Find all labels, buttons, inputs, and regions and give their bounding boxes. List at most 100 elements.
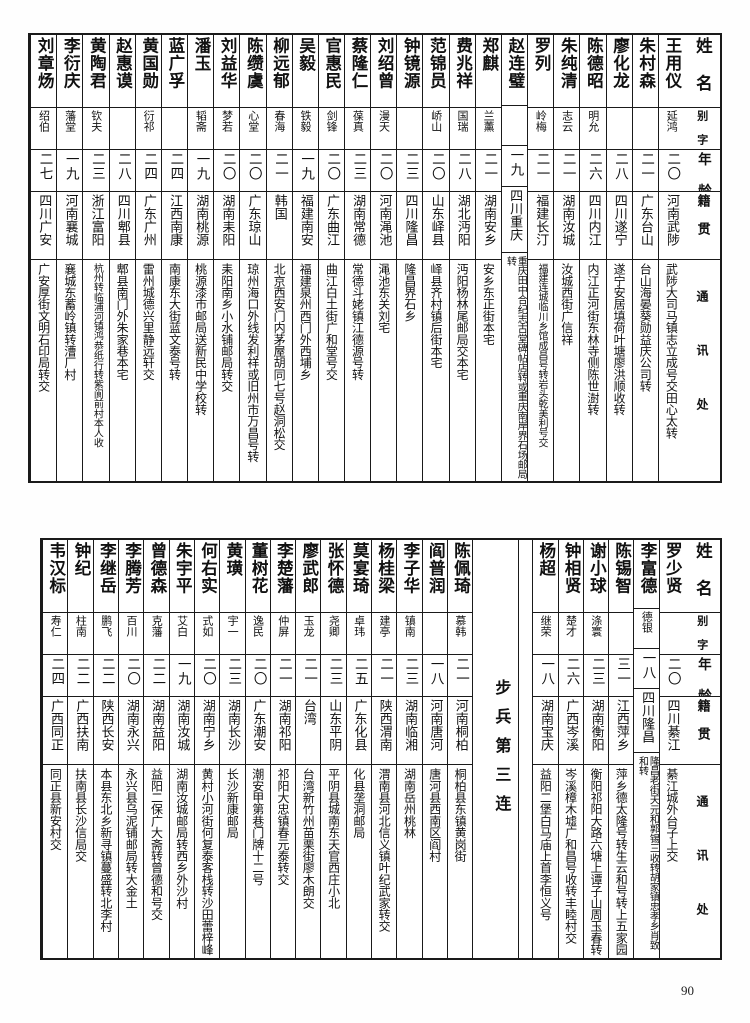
entry-name: 李富德 [634, 540, 658, 608]
entry-address: 化县垄洞邮局 [346, 764, 372, 958]
entry-native-place-text: 河南唐河 [427, 699, 443, 751]
entry-age: 二六 [558, 654, 583, 696]
entry-age-text: 一九 [174, 657, 191, 686]
entry-age-text: 一九 [193, 152, 210, 181]
roster-entry-column: 潘玉 韬斋 一九 湖南桃源 桃源漆市邮局送新民中学校转 [187, 35, 214, 481]
entry-age: 二〇 [240, 149, 266, 191]
entry-native-place-text: 陕西长安 [98, 699, 114, 751]
entry-alias-text: 兰薰 [482, 110, 496, 132]
entry-name: 吴毅 [293, 35, 318, 107]
entry-age-text: 二八 [455, 152, 472, 181]
entry-name-text: 赵连璧 [505, 37, 525, 90]
entry-native-place: 四川隆昌 [634, 687, 659, 752]
header-address-text: 通 讯 处 [695, 290, 709, 424]
entry-address-text: 北京西安门内茅屋胡同七号赵洞松交 [272, 263, 287, 451]
entry-age: 一八 [533, 654, 558, 696]
entry-name: 官惠民 [319, 35, 344, 107]
entry-age-text: 二四 [141, 152, 158, 181]
entry-native-place: 广西岑溪 [558, 696, 583, 764]
entry-address-text: 湖南汝城邮局转西乡外沙村 [174, 768, 189, 909]
entry-alias-text: 逸民 [251, 615, 265, 637]
entry-address: 沔阳杨林尾邮局交本宅 [449, 259, 475, 481]
entry-alias [501, 104, 528, 146]
entry-alias-text: 百川 [124, 615, 138, 637]
entry-age: 二一 [372, 654, 397, 696]
entry-address: 峄县齐村镇后街本宅 [423, 259, 449, 481]
entry-native-place: 四川綦江 [659, 696, 684, 764]
entry-name-text: 范锦员 [427, 37, 447, 90]
entry-age-text: 二三 [350, 152, 367, 181]
entry-name: 黄国勋 [136, 35, 161, 107]
roster-entry-column: 官惠民 剑锋 二〇 广东曲江 曲江白土街广和堂号交 [317, 35, 344, 481]
roster-entry-column: 韦汉标 寿仁 二四 广西同正 同正县新安村交 [42, 540, 68, 958]
entry-native-place-text: 四川隆昌 [639, 690, 655, 743]
entry-age: 二〇 [119, 654, 144, 696]
entry-native-place-text: 四川广安 [36, 194, 52, 246]
entry-alias: 铁毅 [292, 107, 318, 149]
entry-age: 二六 [580, 149, 606, 191]
entry-name-text: 王用仪 [662, 37, 682, 90]
entry-address: 耒阳南乡小水铺邮局转交 [214, 259, 240, 481]
entry-name-text: 钟相贤 [562, 542, 582, 595]
entry-alias-text: 宇一 [226, 615, 240, 637]
roster-entry-column: 朱宇平 艾白 一九 湖南汝城 湖南汝城邮局转西乡外沙村 [168, 540, 194, 958]
entry-alias: 明允 [580, 107, 606, 149]
entry-age: 二三 [397, 149, 423, 191]
entry-native-place-text: 台湾 [300, 699, 316, 725]
entry-age: 一九 [292, 149, 318, 191]
entry-name: 董树花 [246, 540, 270, 612]
entry-native-place-text: 广东广州 [140, 194, 156, 246]
header-native-place-text: 籍 贯 [694, 699, 710, 740]
entry-name-text: 朱村森 [636, 37, 656, 90]
entry-native-place-text: 湖南长沙 [225, 699, 241, 751]
entry-address: 长沙新康邮局 [220, 764, 245, 958]
entry-address-text: 襄城东蓄岭镇转漕厂村 [62, 263, 77, 381]
entry-address-text: 沔阳杨林尾邮局交本宅 [455, 263, 470, 381]
entry-alias: 春海 [266, 107, 292, 149]
entry-alias: 宇一 [220, 612, 245, 654]
entry-age-text: 二〇 [250, 657, 267, 686]
entry-name: 韦汉标 [43, 540, 67, 612]
entry-age-text: 二三 [402, 152, 419, 181]
entry-alias: 心堂 [240, 107, 266, 149]
entry-alias: 韬斋 [188, 107, 214, 149]
entry-native-place-text: 广东潮安 [250, 699, 266, 751]
entry-name: 刘绍曾 [371, 35, 396, 107]
entry-native-place: 江西南康 [161, 191, 188, 259]
entry-age-text: 二一 [275, 657, 292, 686]
group-gap-right [518, 540, 532, 958]
entry-native-place-text: 四川隆昌 [402, 194, 418, 246]
entry-address-text: 萍乡德太隆号转生云和号转上五家园 [614, 768, 629, 956]
entry-address: 黄村小河街何复泰客栈转沙田蕾梓峰 [194, 764, 220, 958]
entry-address: 岑溪樟木墟广和昌号收转丰睦村交 [558, 764, 583, 958]
entry-alias: 梦若 [214, 107, 240, 149]
entry-age-text: 二三 [326, 657, 343, 686]
entry-address-text: 綦江城外台子上交 [664, 768, 679, 862]
entry-name: 黄陶君 [83, 35, 108, 107]
entry-native-place: 湖南常德 [344, 191, 371, 259]
entry-address-text: 平阴县城南东天官西庄小北 [326, 768, 341, 909]
entry-age-text: 二一 [638, 152, 655, 181]
entry-native-place: 湖南临湘 [397, 696, 422, 764]
entry-native-place: 河南桐柏 [447, 696, 473, 764]
entry-name: 罗列 [528, 35, 553, 107]
entry-address-text: 郫县南门外朱家巷本宅 [115, 263, 130, 381]
entry-age-text: 二三 [88, 152, 105, 181]
entry-address: 北京西安门内茅屋胡同七号赵洞松交 [266, 259, 292, 481]
entry-name-text: 曾德森 [147, 542, 167, 595]
entry-native-place-text: 河南渑池 [376, 194, 392, 246]
entry-address-text: 武陟大司马镇志立成号交田心太转 [664, 263, 679, 439]
entry-address-text: 湖南岳州桃林 [402, 768, 417, 839]
entry-address: 遂宁安居填荷叶塘廖洪顺收转 [606, 259, 632, 481]
entry-name-text: 陈佩琦 [451, 542, 471, 595]
roster-table-bottom: 姓 名别 字年 龄籍 贯通 讯 处罗少贤 二〇 四川綦江 綦江城外台子上交 李富德 德银一… [40, 538, 722, 960]
entry-address-text: 台湾新竹州苗栗街廖木朗交 [301, 768, 316, 909]
entry-address-text: 潮安甲第巷门牌十二号 [250, 768, 265, 886]
header-address: 通 讯 处 [684, 259, 720, 481]
entry-age: 一八 [634, 647, 659, 688]
entry-native-place-text: 广西扶南 [73, 699, 89, 751]
entry-alias [632, 107, 658, 149]
entry-address: 益阳二堡白马庙上首李恒义号 [533, 764, 558, 958]
entry-name-text: 杨超 [536, 542, 556, 577]
entry-alias-text: 心堂 [246, 110, 260, 132]
